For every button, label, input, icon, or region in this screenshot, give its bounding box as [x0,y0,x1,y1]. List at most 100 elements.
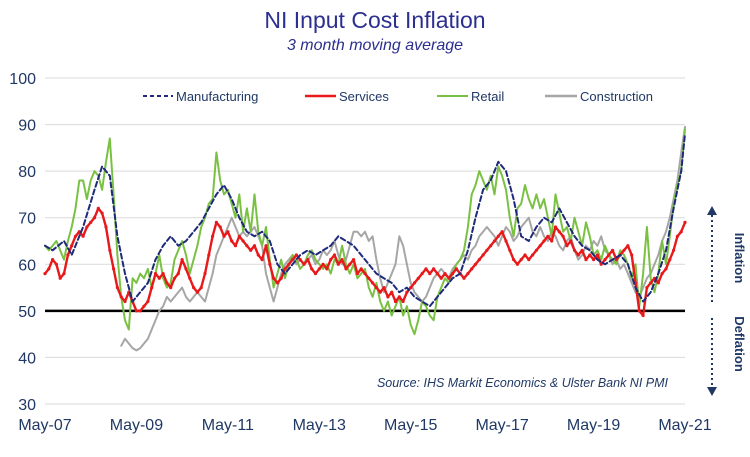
services-point [226,230,230,234]
services-point [405,290,409,294]
services-point [485,248,489,252]
services-point [54,262,59,266]
services-point [203,272,207,276]
services-point [96,206,100,210]
services-point [614,258,619,262]
services-point [256,253,260,257]
services-point [66,253,70,257]
services-point [283,267,287,271]
services-point [363,272,367,276]
services-point [294,253,298,257]
services-point [85,225,89,229]
services-point [264,244,268,248]
services-point [142,304,146,308]
legend-label-manufacturing: Manufacturing [176,89,258,104]
services-point [336,262,340,266]
services-point [523,253,527,257]
series-line-manufacturing [44,132,686,308]
services-point [550,239,554,243]
services-point [275,281,279,285]
services-point [58,276,62,280]
services-point [637,309,641,313]
services-point [287,262,291,266]
services-point [557,230,561,234]
services-point [492,239,497,243]
services-point [313,272,318,276]
services-point [420,272,424,276]
services-point [325,267,329,271]
y-tick-label: 70 [18,211,36,228]
services-point [92,216,97,220]
services-point [668,258,672,262]
series-lines [43,125,687,352]
services-point [119,295,123,299]
services-point [340,258,344,262]
services-point [641,313,645,318]
services-point [584,258,588,262]
services-point [443,272,447,276]
services-point [393,299,398,304]
services-point [306,258,310,262]
services-point [214,220,218,224]
services-point [386,295,390,299]
services-point [500,230,504,234]
services-point [233,244,238,248]
services-point [603,258,607,262]
services-point [622,248,626,252]
services-point [534,248,539,252]
services-point [298,258,302,262]
services-point [531,253,535,257]
services-point [62,272,66,276]
services-point [473,262,478,266]
services-point [241,239,245,243]
services-point [416,276,420,280]
x-tick-label: May-11 [202,417,254,434]
services-point [630,253,634,257]
services-point [115,286,119,290]
services-point [146,299,150,304]
services-point [279,276,283,280]
services-point [165,281,169,285]
inflation-deflation-annotation: Inflation Deflation [707,206,747,396]
services-point [607,253,611,257]
x-tick-label: May-13 [293,417,346,434]
series-line-services [43,207,687,317]
services-point [367,276,371,280]
services-point [481,253,485,257]
services-point [489,244,493,248]
services-point [355,272,359,276]
services-point [649,281,653,285]
services-point [260,258,264,262]
services-point [645,286,649,290]
services-point [104,225,108,229]
services-point [527,258,531,262]
x-tick-label: May-19 [567,417,620,434]
services-point [230,239,234,243]
services-point [576,253,580,257]
services-point [172,276,177,280]
series-line-construction [120,125,686,352]
services-point [412,281,417,285]
services-point [462,276,466,280]
services-point [310,267,314,271]
services-point [374,286,378,290]
services-point [397,295,401,299]
services-point [683,220,687,224]
services-point [252,244,257,248]
services-point [272,276,276,280]
services-point [321,262,325,266]
chart-title: NI Input Cost Inflation [264,7,485,33]
x-tick-label: May-09 [110,417,163,434]
services-point [184,267,188,271]
services-point [123,299,127,304]
services-point [81,234,85,238]
services-point [188,276,192,280]
x-tick-label: May-17 [475,417,528,434]
services-point [626,244,630,248]
services-point [447,276,451,280]
services-point [477,258,481,262]
services-point [599,262,603,266]
services-point [153,272,158,276]
services-point [553,225,558,229]
services-point [588,253,592,257]
